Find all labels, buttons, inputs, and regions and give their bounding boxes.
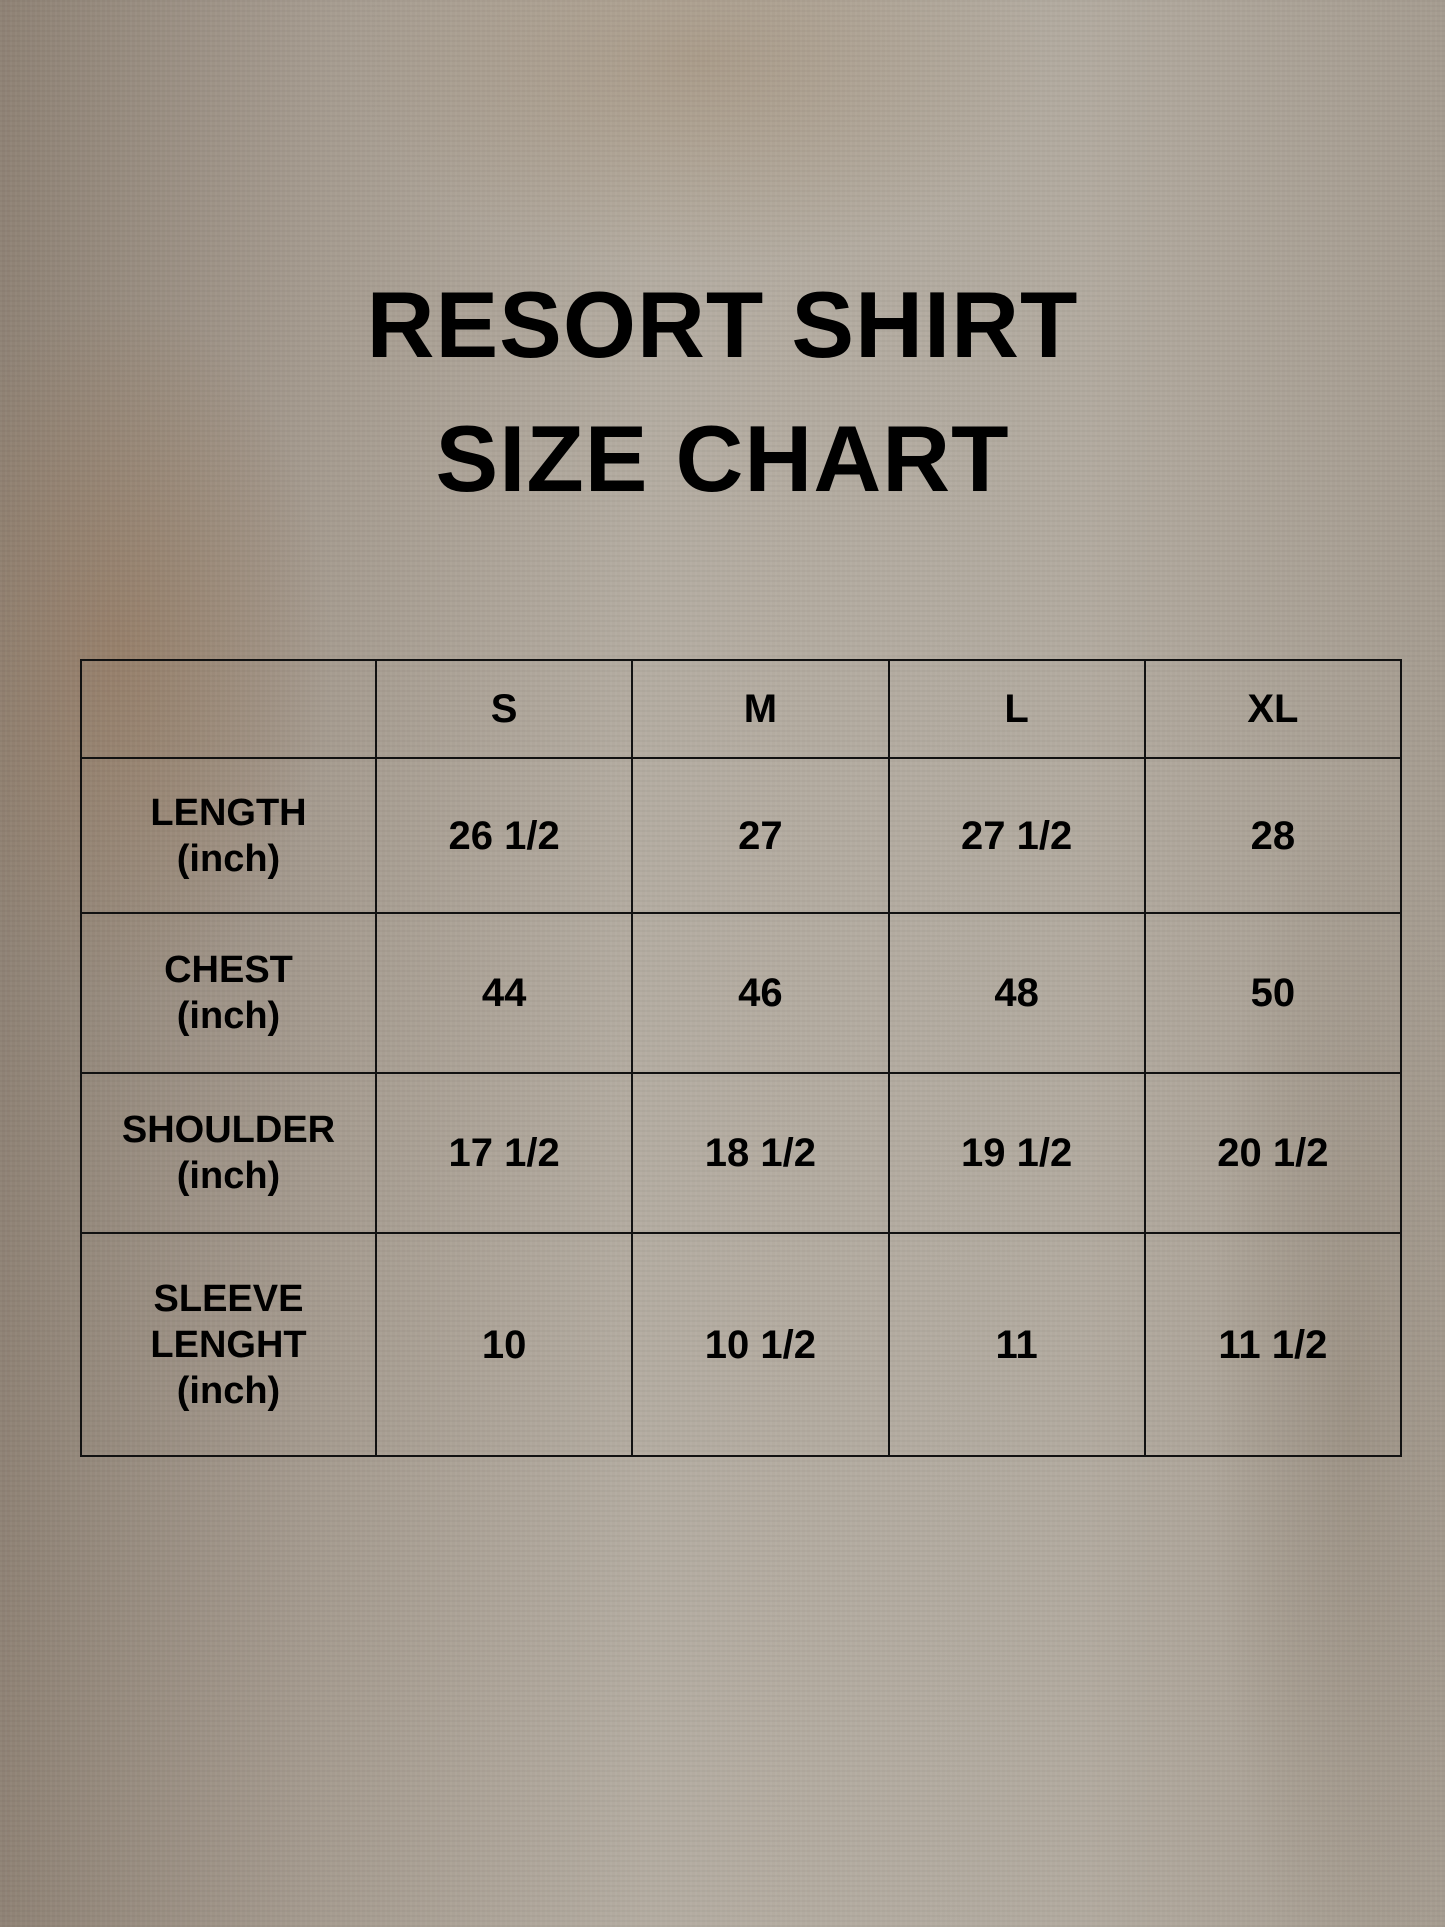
header-cell-empty xyxy=(80,659,377,759)
header-cell-l: L xyxy=(887,659,1146,759)
table-cell: 19 1/2 xyxy=(887,1072,1146,1234)
label-unit: (inch) xyxy=(176,1369,281,1412)
header-cell-xl: XL xyxy=(1143,659,1403,759)
table-cell: 27 xyxy=(631,757,890,914)
title-line-2: SIZE CHART xyxy=(435,406,1010,511)
table-cell: 26 1/2 xyxy=(374,757,634,914)
table-cell: 10 xyxy=(374,1232,634,1457)
label-line: LENGHT xyxy=(150,1323,307,1366)
table-cell: 11 xyxy=(887,1232,1146,1457)
size-chart-table: S M L XL LENGTH (inch) 26 1/2 27 27 1/2 2… xyxy=(80,659,1403,1457)
table-cell: 20 1/2 xyxy=(1143,1072,1403,1234)
table-row: LENGTH (inch) 26 1/2 27 27 1/2 28 xyxy=(80,757,1403,914)
label-line: SHOULDER xyxy=(121,1109,336,1151)
label-unit: (inch) xyxy=(176,1155,281,1197)
header-row: S M L XL xyxy=(80,659,1403,759)
table-cell: 50 xyxy=(1143,912,1403,1074)
table-cell: 48 xyxy=(887,912,1146,1074)
title-line-1: RESORT SHIRT xyxy=(366,272,1079,377)
table-row: SHOULDER (inch) 17 1/2 18 1/2 19 1/2 20 1… xyxy=(80,1072,1403,1234)
label-unit: (inch) xyxy=(176,837,281,880)
table-cell: 10 1/2 xyxy=(631,1232,890,1457)
page-title: RESORT SHIRT SIZE CHART xyxy=(0,258,1445,526)
table-cell: 18 1/2 xyxy=(631,1072,890,1234)
table-row: CHEST (inch) 44 46 48 50 xyxy=(80,912,1403,1074)
table-cell: 44 xyxy=(374,912,634,1074)
table-cell: 46 xyxy=(631,912,890,1074)
table-cell: 27 1/2 xyxy=(887,757,1146,914)
header-cell-s: S xyxy=(374,659,634,759)
row-label: CHEST (inch) xyxy=(80,912,377,1074)
row-label: SHOULDER (inch) xyxy=(80,1072,377,1234)
row-label: LENGTH (inch) xyxy=(80,757,377,914)
label-line: LENGTH xyxy=(150,791,307,834)
table-cell: 28 xyxy=(1143,757,1403,914)
label-line: SLEEVE xyxy=(153,1277,304,1320)
table-cell: 17 1/2 xyxy=(374,1072,634,1234)
header-cell-m: M xyxy=(631,659,890,759)
table-cell: 11 1/2 xyxy=(1143,1232,1403,1457)
label-line: CHEST xyxy=(164,949,293,991)
table-row: SLEEVE LENGHT (inch) 10 10 1/2 11 11 1/2 xyxy=(80,1232,1403,1457)
label-unit: (inch) xyxy=(176,995,281,1037)
row-label: SLEEVE LENGHT (inch) xyxy=(80,1232,377,1457)
